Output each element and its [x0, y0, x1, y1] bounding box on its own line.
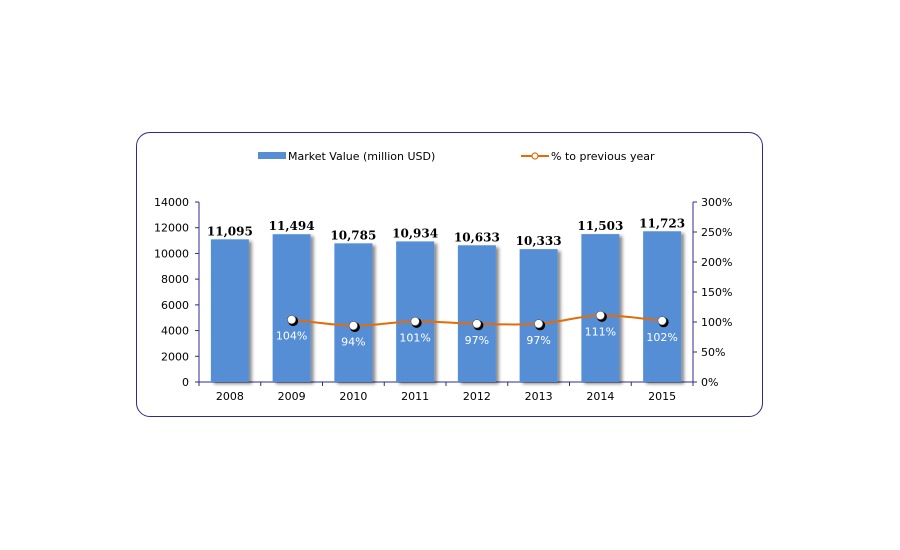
pct-value-label: 97% [465, 334, 489, 347]
pct-marker [595, 310, 605, 320]
y-right-tick-label: 0% [701, 376, 718, 389]
x-tick-label: 2009 [278, 390, 306, 403]
pct-marker [657, 316, 667, 326]
legend-label-pct: % to previous year [551, 150, 655, 163]
bar [396, 241, 435, 382]
bar [210, 239, 249, 382]
legend-swatch-market-value [258, 152, 286, 159]
bar-value-label: 11,723 [639, 216, 685, 230]
x-tick-label: 2008 [216, 390, 244, 403]
y-right-tick-label: 50% [701, 346, 725, 359]
pct-marker [472, 319, 482, 329]
x-tick-label: 2011 [401, 390, 429, 403]
chart-svg: Market Value (million USD) % to previous… [154, 150, 732, 403]
bar-value-label: 10,785 [330, 228, 376, 242]
bar-value-label: 10,333 [516, 234, 562, 248]
x-tick-label: 2013 [525, 390, 553, 403]
pct-marker [348, 321, 358, 331]
y-left-tick-label: 8000 [161, 273, 189, 286]
x-tick-label: 2012 [463, 390, 491, 403]
pct-value-label: 102% [646, 331, 677, 344]
legend-label-market-value: Market Value (million USD) [288, 150, 435, 163]
plot-area: 0 2000 4000 6000 8000 10000 12000 14000 0% 50% 100… [154, 196, 732, 403]
y-right-tick-label: 150% [701, 286, 732, 299]
y-left-tick-label: 14000 [154, 196, 189, 209]
legend-swatch-marker [531, 152, 539, 160]
bar [334, 243, 373, 382]
legend: Market Value (million USD) % to previous… [258, 150, 655, 163]
bar-value-label: 11,503 [577, 219, 623, 233]
bar-value-label: 11,095 [207, 224, 253, 238]
x-tick-label: 2010 [339, 390, 367, 403]
bar-value-label: 11,494 [269, 219, 315, 233]
bar [581, 234, 620, 382]
pct-value-label: 94% [341, 336, 365, 349]
y-right-tick-label: 250% [701, 226, 732, 239]
y-right-tick-label: 300% [701, 196, 732, 209]
bar [519, 249, 558, 382]
y-left-tick-label: 4000 [161, 325, 189, 338]
y-left-tick-label: 6000 [161, 299, 189, 312]
y-left-tick-label: 0 [182, 376, 189, 389]
bar [272, 234, 311, 382]
y-left-tick-label: 12000 [154, 222, 189, 235]
bar [457, 245, 496, 382]
y-right-tick-label: 200% [701, 256, 732, 269]
pct-value-label: 111% [585, 325, 616, 338]
bar [643, 231, 682, 382]
pct-marker [534, 319, 544, 329]
y-right-tick-label: 100% [701, 316, 732, 329]
x-tick-label: 2015 [648, 390, 676, 403]
bar-value-label: 10,934 [392, 226, 438, 240]
y-left-tick-label: 10000 [154, 247, 189, 260]
chart-frame: Market Value (million USD) % to previous… [136, 132, 763, 417]
x-tick-label: 2014 [586, 390, 614, 403]
pct-value-label: 104% [276, 330, 307, 343]
pct-marker [287, 315, 297, 325]
pct-marker [410, 316, 420, 326]
bar-value-label: 10,633 [454, 230, 500, 244]
pct-value-label: 97% [526, 334, 550, 347]
y-left-tick-label: 2000 [161, 350, 189, 363]
pct-value-label: 101% [399, 331, 430, 344]
